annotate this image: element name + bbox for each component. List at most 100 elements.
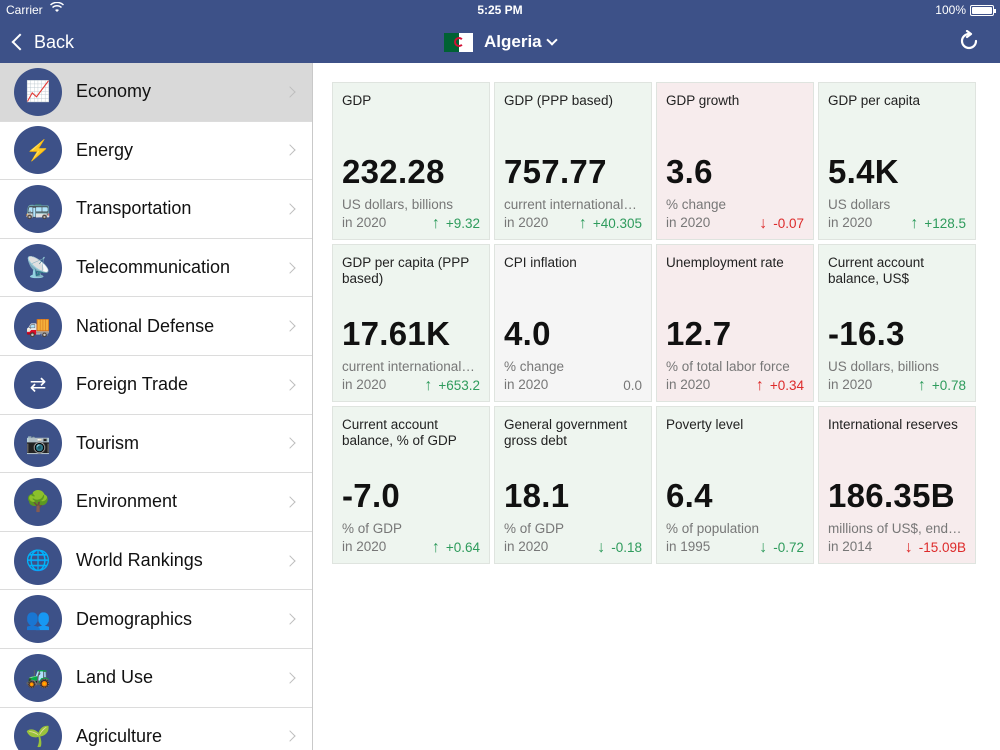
- card-title: GDP: [342, 93, 372, 108]
- battery-percent: 100%: [935, 3, 966, 17]
- indicator-card[interactable]: GDP per capita 5.4K US dollars in 2020 ↑ +128…: [818, 82, 976, 240]
- indicator-card[interactable]: GDP per capita (PPP based) 17.61K current …: [332, 244, 490, 402]
- sidebar-item-energy[interactable]: ⚡ Energy: [0, 122, 312, 181]
- chevron-right-icon: [284, 86, 296, 98]
- sidebar-item-label: Tourism: [76, 432, 140, 453]
- sidebar-item-tourism[interactable]: 📷 Tourism: [0, 415, 312, 474]
- trend-arrow-icon: ↑: [431, 539, 440, 556]
- card-year: in 2020: [504, 377, 549, 392]
- card-title: GDP growth: [666, 93, 740, 108]
- people-icon: 👥: [14, 595, 62, 644]
- indicator-card[interactable]: GDP growth 3.6 % change in 2020 ↓ -0.07: [656, 82, 814, 240]
- chevron-down-icon: [545, 34, 558, 46]
- card-title: GDP per capita: [828, 93, 921, 108]
- card-unit: US dollars, billions: [828, 359, 940, 374]
- chevron-right-icon: [284, 554, 296, 567]
- indicator-card[interactable]: GDP 232.28 US dollars, billions in 2020 ↑ +9.…: [332, 82, 490, 240]
- trend-arrow-icon: ↑: [917, 377, 926, 394]
- sidebar-item-label: Energy: [76, 139, 134, 160]
- indicator-card[interactable]: International reserves 186.35B millions of…: [818, 406, 976, 564]
- card-change: ↑ +653.2: [424, 377, 480, 395]
- chevron-right-icon: [284, 730, 296, 742]
- card-title: Unemployment rate: [666, 255, 784, 270]
- card-change-value: -0.07: [773, 216, 804, 231]
- card-year: in 2014: [828, 539, 873, 554]
- card-year: in 2020: [666, 215, 711, 230]
- status-bar: Carrier 5:25 PM 100%: [0, 0, 1000, 20]
- chevron-right-icon: [284, 203, 296, 215]
- trend-arrow-icon: ↓: [597, 539, 606, 556]
- back-button[interactable]: Back: [10, 29, 74, 55]
- sidebar-item-label: Land Use: [76, 667, 154, 688]
- sidebar-item-world-rankings[interactable]: 🌐 World Rankings: [0, 532, 312, 591]
- trend-arrow-icon: ↑: [755, 377, 764, 394]
- card-change: ↓ -15.09B: [905, 539, 966, 557]
- sidebar-item-label: Demographics: [76, 608, 193, 629]
- sidebar-item-demographics[interactable]: 👥 Demographics: [0, 590, 312, 649]
- sidebar-item-label: World Rankings: [76, 550, 203, 571]
- trend-arrow-icon: ↑: [424, 377, 433, 394]
- card-unit: % of total labor force: [666, 359, 790, 374]
- card-unit: US dollars, billions: [342, 197, 454, 212]
- card-title: General government gross debt: [504, 417, 628, 448]
- card-value: 5.4K: [828, 153, 899, 190]
- globe-icon: 🌐: [14, 536, 62, 585]
- card-value: 4.0: [504, 315, 551, 352]
- indicator-card[interactable]: CPI inflation 4.0 % change in 2020 0.0: [494, 244, 652, 402]
- card-year: in 2020: [342, 215, 387, 230]
- chevron-right-icon: [284, 144, 296, 157]
- sidebar-item-telecommunication[interactable]: 📡 Telecommunication: [0, 239, 312, 298]
- sidebar-item-economy[interactable]: 📈 Economy: [0, 63, 312, 122]
- card-year: in 2020: [504, 215, 549, 230]
- trend-arrow-icon: ↓: [759, 539, 768, 556]
- country-name: Algeria: [484, 32, 542, 51]
- bus-icon: 🚌: [14, 184, 62, 233]
- card-change: ↓ -0.07: [759, 215, 804, 233]
- sidebar-item-label: Economy: [76, 81, 152, 102]
- card-change-value: -0.72: [773, 540, 804, 555]
- card-value: 18.1: [504, 477, 570, 514]
- card-year: in 2020: [504, 539, 549, 554]
- card-title: Poverty level: [666, 417, 744, 432]
- indicator-card[interactable]: Poverty level 6.4 % of population in 1995 ↓ -…: [656, 406, 814, 564]
- card-unit: % change: [504, 359, 565, 374]
- card-title: GDP per capita (PPP based): [342, 255, 470, 286]
- chevron-right-icon: [284, 672, 296, 684]
- chevron-left-icon: [11, 33, 29, 51]
- sidebar-item-agriculture[interactable]: 🌱 Agriculture: [0, 708, 312, 750]
- sidebar-item-foreign-trade[interactable]: ⇄ Foreign Trade: [0, 356, 312, 415]
- card-unit: millions of US$, end…: [828, 521, 962, 536]
- card-change-value: +128.5: [924, 216, 966, 231]
- back-label: Back: [34, 31, 75, 52]
- chevron-right-icon: [284, 261, 296, 274]
- card-change: ↑ +0.78: [918, 377, 966, 395]
- military-truck-icon: 🚚: [14, 302, 62, 351]
- wifi-icon: [49, 1, 65, 16]
- card-change-value: +9.32: [445, 216, 480, 231]
- refresh-button[interactable]: [958, 29, 980, 52]
- card-change-value: +40.305: [592, 216, 642, 231]
- clock: 5:25 PM: [477, 3, 523, 17]
- trend-arrow-icon: ↑: [431, 215, 440, 232]
- sidebar-item-land-use[interactable]: 🚜 Land Use: [0, 649, 312, 708]
- leaf-icon: 🌱: [14, 712, 62, 750]
- satellite-dish-icon: 📡: [14, 243, 62, 292]
- indicator-card[interactable]: Unemployment rate 12.7 % of total labor fo…: [656, 244, 814, 402]
- sidebar-item-transportation[interactable]: 🚌 Transportation: [0, 180, 312, 239]
- camera-icon: 📷: [14, 419, 62, 468]
- sidebar-item-environment[interactable]: 🌳 Environment: [0, 473, 312, 532]
- card-value: 232.28: [342, 153, 445, 190]
- sidebar-item-national-defense[interactable]: 🚚 National Defense: [0, 297, 312, 356]
- card-unit: US dollars: [828, 197, 891, 212]
- card-title: Current account balance, % of GDP: [342, 417, 457, 448]
- category-sidebar: 📈 Economy ⚡ Energy 🚌 Transportation 📡 Telecommu…: [0, 63, 313, 750]
- trend-arrow-icon: ↓: [904, 539, 913, 556]
- card-change: 0.0: [617, 377, 642, 395]
- indicator-card[interactable]: Current account balance, US$ -16.3 US doll…: [818, 244, 976, 402]
- refresh-icon: [960, 29, 978, 50]
- country-selector[interactable]: Algeria: [444, 30, 558, 54]
- indicator-card[interactable]: GDP (PPP based) 757.77 current internation…: [494, 82, 652, 240]
- indicator-card[interactable]: Current account balance, % of GDP -7.0 % o…: [332, 406, 490, 564]
- algeria-flag-icon: [444, 32, 473, 52]
- indicator-card[interactable]: General government gross debt 18.1 % of GD…: [494, 406, 652, 564]
